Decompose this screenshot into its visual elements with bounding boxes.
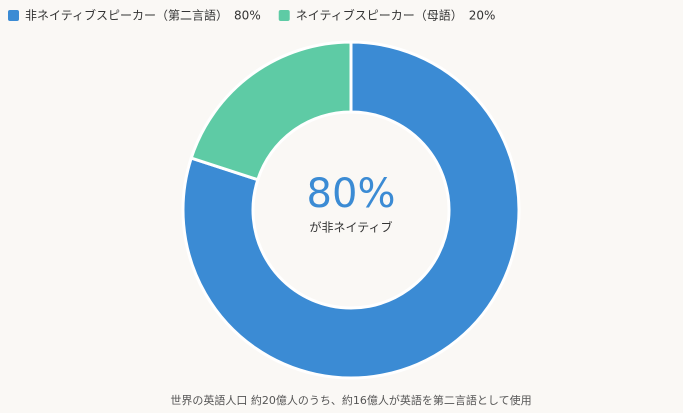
legend-swatch [8,10,19,21]
center-sublabel: が非ネイティブ [309,220,392,235]
legend-swatch [278,10,290,21]
legend-value: 20% [469,9,496,23]
legend-value: 80% [234,9,261,23]
center-label: 80% [307,171,396,217]
legend-label: ネイティブスピーカー（母語） [296,8,463,23]
donut-slice [189,40,353,182]
legend-label: 非ネイティブスピーカー（第二言語） [25,8,228,23]
footnote: 世界の英語人口 約20億人のうち、約16億人が英語を第二言語として使用 [170,393,531,407]
donut-slice [181,40,521,380]
